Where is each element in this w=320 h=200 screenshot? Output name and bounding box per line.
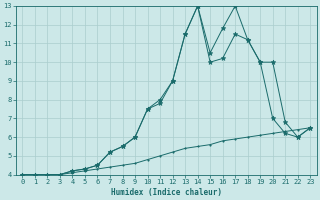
X-axis label: Humidex (Indice chaleur): Humidex (Indice chaleur) [111,188,222,197]
